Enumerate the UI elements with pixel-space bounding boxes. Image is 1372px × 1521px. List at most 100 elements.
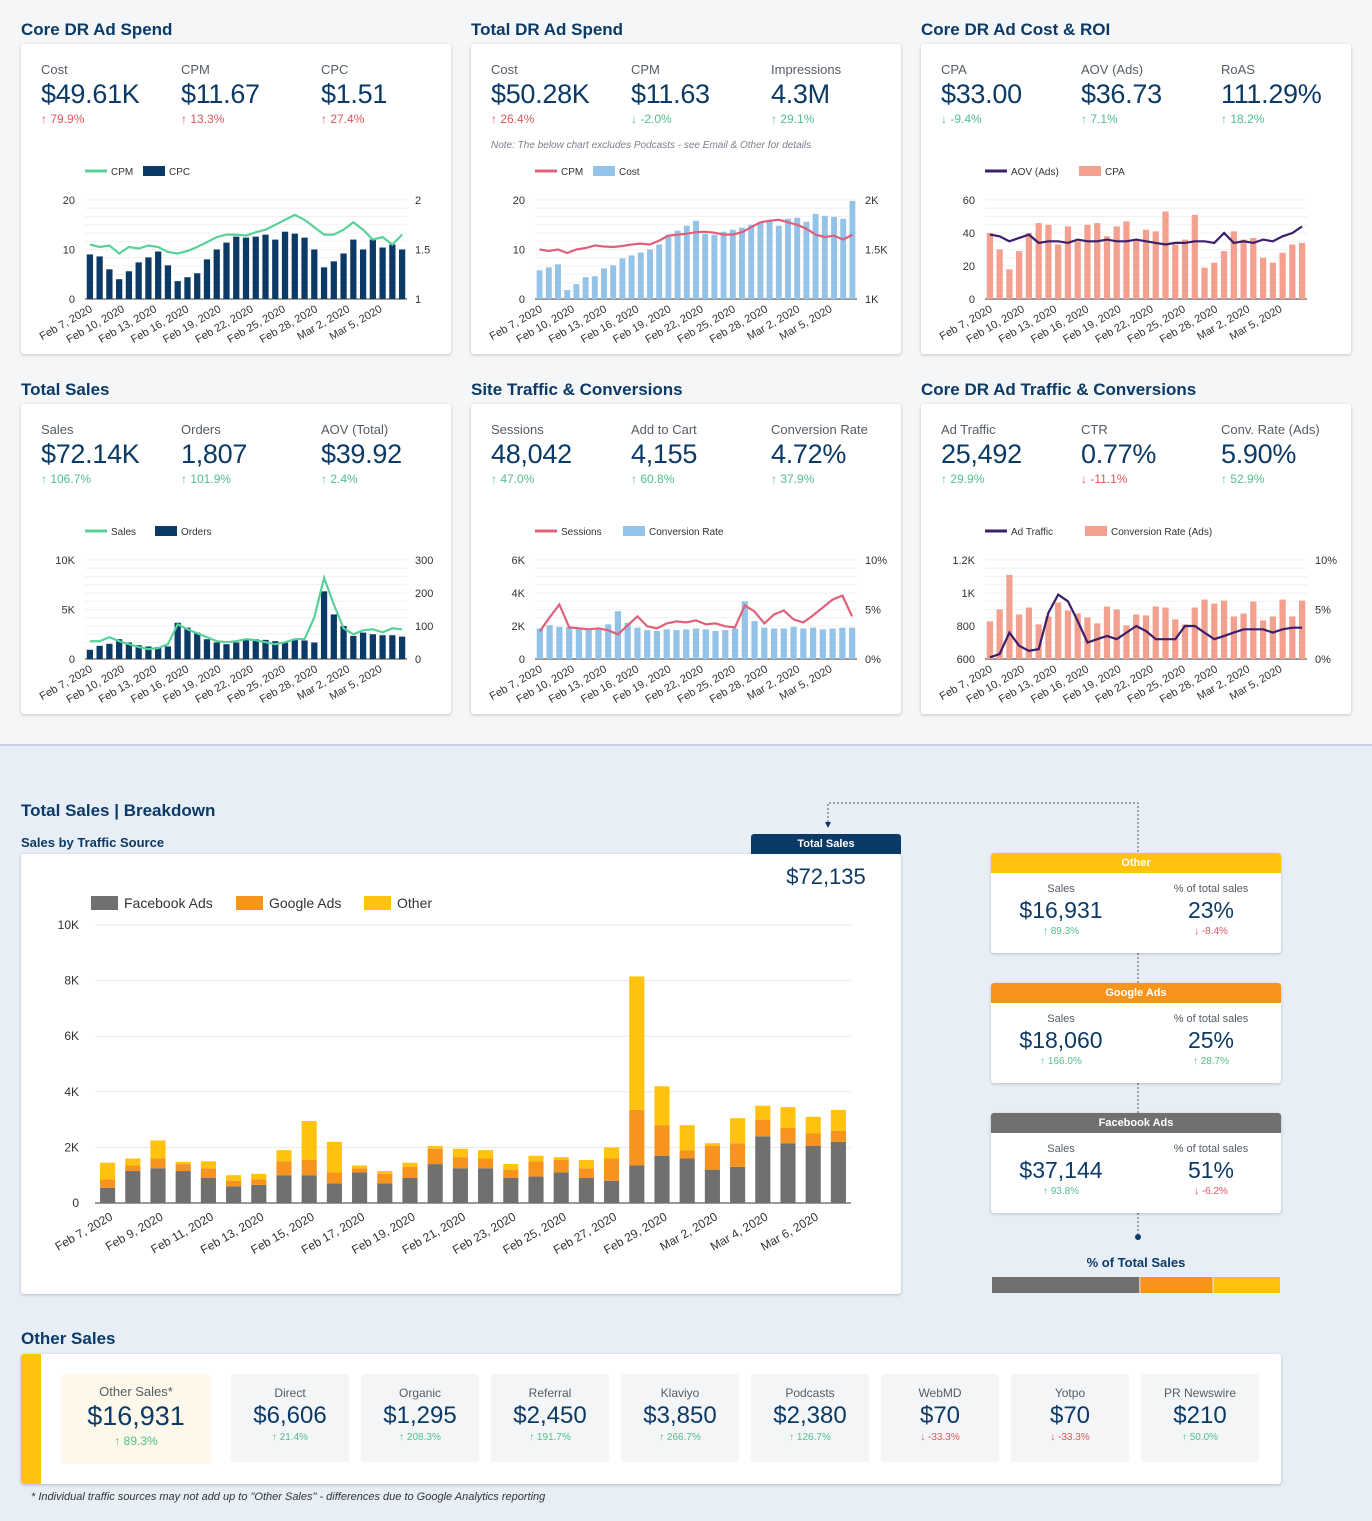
stack-bar-segment [377, 1183, 393, 1203]
y-tick-left: 1K [962, 588, 976, 600]
chart-bar [564, 290, 571, 299]
chart-bar [164, 265, 172, 299]
source-sales-label: Sales [1047, 1143, 1075, 1155]
chart-bar [164, 646, 172, 659]
chart-bar [556, 626, 563, 659]
tile-change: ↑ 126.7% [789, 1432, 831, 1443]
legend-label: Other [397, 895, 432, 911]
kpi-label: Cost [491, 62, 518, 77]
chart-bar [340, 253, 347, 299]
tile-label: Referral [528, 1386, 572, 1400]
chart-bar [116, 279, 123, 299]
chart-bar [379, 635, 386, 659]
kpi-label: CPM [631, 62, 660, 77]
kpi-change: ↓ -2.0% [631, 112, 672, 126]
chart-bar [184, 627, 191, 659]
stack-bar-segment [175, 1164, 191, 1172]
panel-card: Ad Traffic 25,492 ↑ 29.9% CTR 0.77% ↓ -11.1% C… [921, 404, 1351, 714]
chart-bar [1230, 231, 1237, 299]
chart-bar [1201, 599, 1208, 659]
stack-bar-segment [150, 1158, 166, 1169]
stack-bar-segment [326, 1141, 342, 1173]
y-tick-right: 1K [865, 294, 879, 306]
chart-bar [155, 647, 162, 659]
chart-line [538, 594, 854, 636]
y-tick-right: 200 [415, 588, 433, 600]
legend-line-label: Sales [111, 527, 136, 538]
kpi-label: CPM [181, 62, 210, 77]
chart-bar [761, 627, 768, 659]
stack-bar-segment [780, 1107, 796, 1128]
other-source-tile: Direct $6,606 ↑ 21.4% [231, 1374, 349, 1462]
y-tick: 8K [64, 974, 79, 988]
chart-bar [1064, 610, 1072, 659]
chart-bar [1240, 613, 1247, 659]
chart-bar [1045, 616, 1052, 659]
chart-bar [106, 269, 113, 299]
chart-bar [1025, 233, 1033, 299]
y-tick-left: 40 [963, 228, 975, 240]
kpi: Conv. Rate (Ads) 5.90% ↑ 52.9% [1221, 422, 1320, 486]
stack-bar-segment [553, 1172, 569, 1203]
chart-bar [1211, 603, 1218, 659]
stack-bar-segment [755, 1119, 771, 1137]
panel-title: Total Sales [21, 380, 110, 399]
tile-label: Yotpo [1054, 1386, 1086, 1400]
source-sales: Sales $18,060 ↑ 166.0% [1001, 1013, 1121, 1067]
chart-bar [1201, 267, 1208, 299]
chart-bar [794, 217, 801, 299]
chart-bar [1103, 606, 1111, 659]
chart-bar [125, 642, 133, 659]
chart-bar [350, 239, 357, 299]
chart-bar [546, 625, 553, 659]
chart-bar [1259, 257, 1267, 299]
tile-change: ↑ 266.7% [659, 1432, 701, 1443]
x-tick: Mar 6, 2020 [758, 1209, 821, 1253]
chart-legend: Sessions Conversion Rate [535, 526, 724, 538]
stack-bar-segment [503, 1169, 519, 1178]
y-tick-right: 10% [865, 555, 887, 567]
y-tick-left: 60 [963, 195, 975, 207]
chart-bar [262, 234, 269, 299]
chart-bar [291, 233, 298, 299]
stack-bar-segment [402, 1177, 418, 1203]
y-tick-left: 0 [69, 654, 75, 666]
chart-bar [809, 627, 817, 659]
chart-bar [1113, 226, 1120, 299]
kpi-value: 1,807 [181, 439, 248, 469]
chart-bar [340, 626, 347, 659]
kpi: AOV (Total) $39.92 ↑ 2.4% [321, 422, 402, 486]
y-tick-right: 5% [865, 605, 881, 617]
chart-note: Note: The below chart excludes Podcasts … [491, 140, 812, 151]
stack-bar-segment [830, 1109, 846, 1131]
kpi-change: ↓ -9.4% [941, 112, 982, 126]
chart-bar [591, 276, 598, 299]
legend-line-label: CPM [111, 167, 133, 178]
chart-bar [702, 629, 709, 659]
chart-bar [605, 624, 612, 659]
tile-value: $210 [1173, 1402, 1227, 1429]
stack-bar-segment [730, 1166, 746, 1203]
stack-bar-segment [125, 1158, 141, 1166]
chart-bar [849, 200, 856, 299]
kpi: CPA $33.00 ↓ -9.4% [941, 62, 1022, 126]
stack-bar-segment [452, 1168, 468, 1203]
legend-bar-label: CPA [1105, 167, 1125, 178]
other-source-tile: WebMD $70 ↓ -33.3% [881, 1374, 999, 1462]
kpi: Sessions 48,042 ↑ 47.0% [491, 422, 572, 486]
tile-label: Klaviyo [660, 1386, 700, 1400]
stack-bar-segment [553, 1157, 569, 1160]
legend-swatch [236, 896, 263, 910]
chart-bar [1269, 616, 1276, 659]
chart-bar [1289, 244, 1296, 299]
stack-bar-segment [604, 1180, 620, 1203]
stack-bar-segment [427, 1164, 443, 1203]
chart-bar [86, 254, 94, 299]
chart-bar [619, 258, 626, 299]
chart-bar [320, 591, 328, 659]
chart-bar [637, 252, 644, 299]
chart-bar [1298, 242, 1306, 299]
y-tick-right: 2K [865, 195, 879, 207]
